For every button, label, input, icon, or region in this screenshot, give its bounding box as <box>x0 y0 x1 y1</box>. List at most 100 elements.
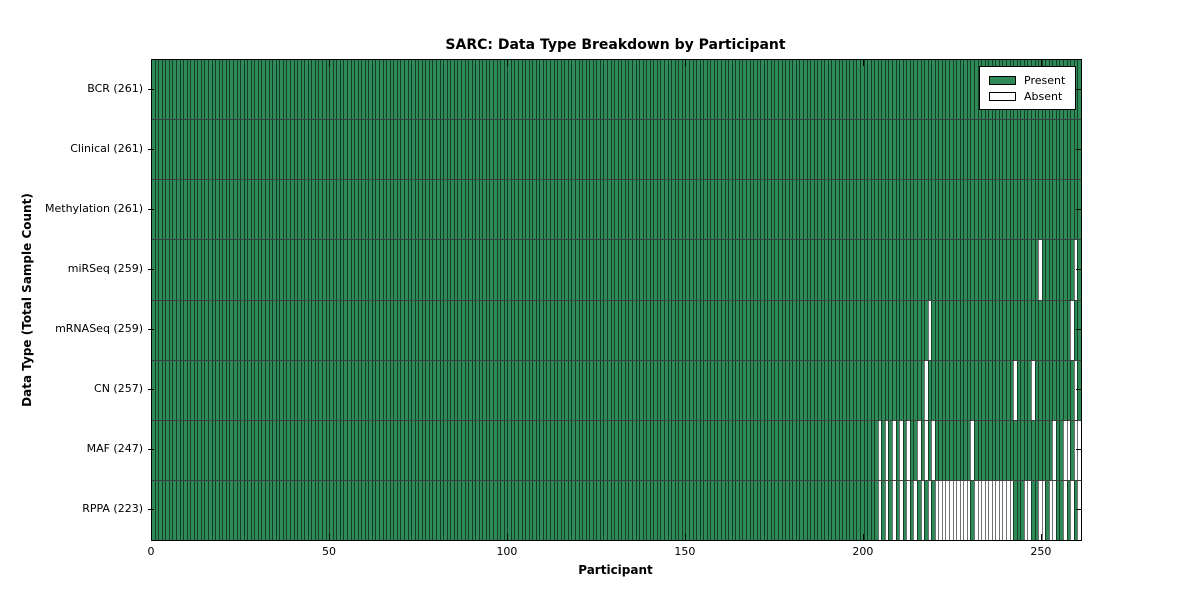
presence-cell <box>617 180 622 240</box>
presence-cell <box>696 360 700 420</box>
presence-cell <box>521 480 526 540</box>
presence-cell <box>514 300 518 360</box>
presence-cell <box>753 180 757 240</box>
presence-cell <box>671 240 675 300</box>
presence-cell <box>795 180 800 240</box>
presence-cell <box>346 180 351 240</box>
presence-cell <box>842 180 846 240</box>
presence-cell <box>553 420 558 480</box>
presence-cell <box>329 480 333 540</box>
presence-cell <box>493 420 497 480</box>
presence-cell <box>820 360 825 420</box>
presence-cell <box>1059 180 1063 240</box>
presence-cell <box>713 240 718 300</box>
presence-cell <box>664 420 668 480</box>
presence-cell <box>236 240 241 300</box>
presence-cell <box>379 480 383 540</box>
presence-cell <box>1070 420 1074 480</box>
presence-cell <box>859 120 864 180</box>
presence-cell <box>959 60 964 120</box>
presence-cell <box>973 480 978 540</box>
presence-cell <box>642 420 647 480</box>
presence-cell <box>197 120 201 180</box>
presence-cell <box>567 120 572 180</box>
presence-cell <box>1055 180 1060 240</box>
presence-cell <box>728 60 732 120</box>
presence-cell <box>646 240 650 300</box>
presence-cell <box>1027 300 1031 360</box>
presence-cell <box>350 360 355 420</box>
presence-cell <box>945 240 949 300</box>
presence-cell <box>386 180 390 240</box>
presence-cell <box>599 300 604 360</box>
presence-cell <box>268 420 273 480</box>
presence-cell <box>941 300 946 360</box>
presence-cell <box>582 300 586 360</box>
presence-cell <box>1009 240 1014 300</box>
presence-cell <box>745 360 750 420</box>
presence-cell <box>190 360 194 420</box>
presence-cell <box>357 120 362 180</box>
data-row-Clinical <box>152 119 1081 180</box>
presence-cell <box>785 180 789 240</box>
presence-cell <box>660 180 664 240</box>
presence-cell <box>892 480 896 540</box>
presence-cell <box>528 60 533 120</box>
y-tick-mark <box>1076 389 1082 390</box>
presence-cell <box>941 60 946 120</box>
presence-cell <box>842 360 846 420</box>
presence-cell <box>642 60 647 120</box>
presence-cell <box>788 60 793 120</box>
presence-cell <box>913 480 917 540</box>
presence-cell <box>211 480 216 540</box>
presence-cell <box>753 120 757 180</box>
presence-cell <box>589 360 593 420</box>
presence-cell <box>446 480 451 540</box>
presence-cell <box>1048 480 1053 540</box>
presence-cell <box>446 240 451 300</box>
presence-cell <box>450 180 454 240</box>
y-tick-mark <box>1076 329 1082 330</box>
presence-cell <box>403 300 408 360</box>
presence-cell <box>539 60 543 120</box>
presence-cell <box>991 360 996 420</box>
presence-cell <box>802 240 807 300</box>
presence-cell <box>802 300 807 360</box>
presence-cell <box>450 300 454 360</box>
presence-cell <box>289 180 294 240</box>
presence-cell <box>243 60 248 120</box>
presence-cell <box>1073 420 1078 480</box>
presence-cell <box>485 480 490 540</box>
presence-cell <box>589 240 593 300</box>
presence-cell <box>916 180 921 240</box>
presence-cell <box>175 480 180 540</box>
presence-cell <box>215 480 219 540</box>
presence-cell <box>952 420 957 480</box>
presence-cell <box>225 60 230 120</box>
presence-cell <box>592 180 597 240</box>
presence-cell <box>792 240 796 300</box>
presence-cell <box>949 60 953 120</box>
presence-cell <box>1030 120 1035 180</box>
presence-cell <box>336 480 340 540</box>
presence-cell <box>831 420 835 480</box>
presence-cell <box>610 120 615 180</box>
presence-cell <box>190 420 194 480</box>
presence-cell <box>728 240 732 300</box>
presence-cell <box>250 480 255 540</box>
presence-cell <box>924 420 928 480</box>
presence-cell <box>215 420 219 480</box>
presence-cell <box>204 60 208 120</box>
presence-cell <box>945 300 949 360</box>
presence-cell <box>724 300 729 360</box>
presence-cell <box>745 240 750 300</box>
presence-cell <box>881 300 885 360</box>
presence-cell <box>364 240 369 300</box>
presence-cell <box>731 480 736 540</box>
presence-cell <box>820 120 825 180</box>
presence-cell <box>767 180 771 240</box>
presence-cell <box>553 480 558 540</box>
presence-cell <box>393 120 397 180</box>
presence-cell <box>432 60 436 120</box>
